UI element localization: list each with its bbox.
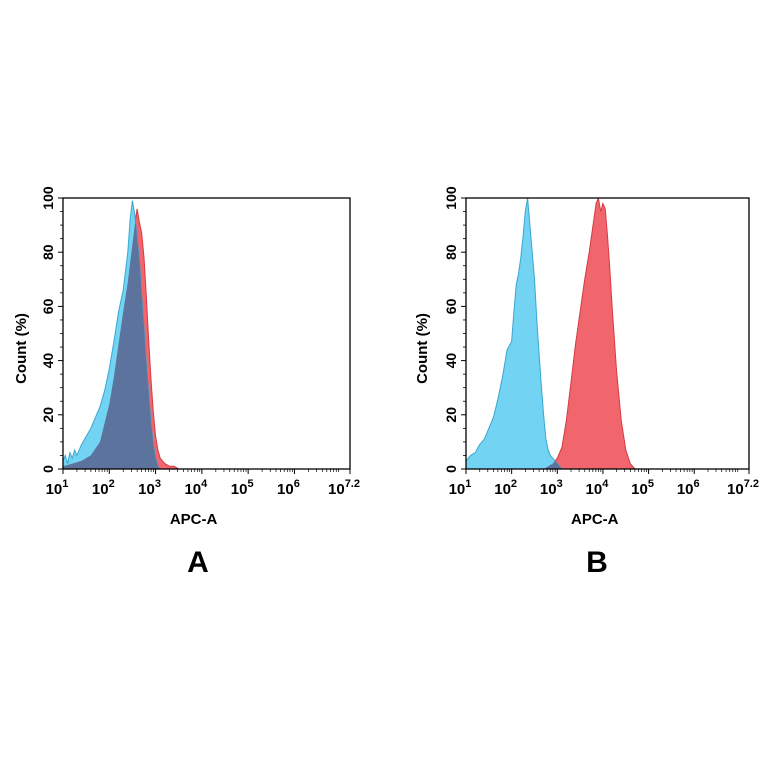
x-tick-label: 103 (540, 478, 563, 498)
x-tick-label: 101 (46, 478, 69, 498)
overlap-region (63, 208, 161, 469)
y-axis-title: Count (%) (414, 313, 431, 384)
x-tick-label: 102 (494, 478, 517, 498)
panel-a: 0 20 40 60 80 100 101 102 103 104 105 106 107.2 APC-A… (13, 186, 360, 579)
x-tick-label: 104 (586, 478, 610, 498)
x-tick-label: 104 (184, 478, 208, 498)
x-tick-label: 101 (449, 478, 472, 498)
y-tick-label: 0 (443, 465, 459, 473)
control-histogram (466, 198, 563, 469)
plot-area (63, 200, 180, 469)
y-tick-label: 0 (40, 465, 56, 473)
panel-letter: A (187, 546, 209, 579)
y-axis-title: Count (%) (13, 313, 30, 384)
x-axis-title: APC-A (571, 511, 619, 528)
panel-b: 0 20 40 60 80 100 101 102 103 104 105 106 107.2 APC-A… (414, 186, 759, 579)
y-tick-label: 60 (443, 298, 459, 314)
x-tick-label: 107.2 (727, 478, 759, 498)
y-tick-label: 80 (443, 244, 459, 260)
x-tick-label: 106 (677, 478, 700, 498)
y-tick-label: 20 (40, 407, 56, 423)
y-tick-label: 60 (40, 298, 56, 314)
plot-area (466, 198, 636, 469)
x-tick-label: 107.2 (328, 478, 360, 498)
y-tick-label: 40 (40, 353, 56, 369)
x-tick-label: 102 (92, 478, 115, 498)
x-tick-label: 103 (138, 478, 161, 498)
y-tick-label: 20 (443, 407, 459, 423)
x-tick-label: 106 (277, 478, 300, 498)
x-tick-label: 105 (631, 478, 654, 498)
y-tick-label: 40 (443, 353, 459, 369)
stained-histogram (542, 198, 636, 469)
y-tick-label: 80 (40, 244, 56, 260)
y-tick-label: 100 (40, 186, 56, 210)
panel-letter: B (586, 546, 608, 579)
x-tick-label: 105 (231, 478, 254, 498)
x-axis-title: APC-A (170, 511, 218, 528)
y-tick-label: 100 (443, 186, 459, 210)
